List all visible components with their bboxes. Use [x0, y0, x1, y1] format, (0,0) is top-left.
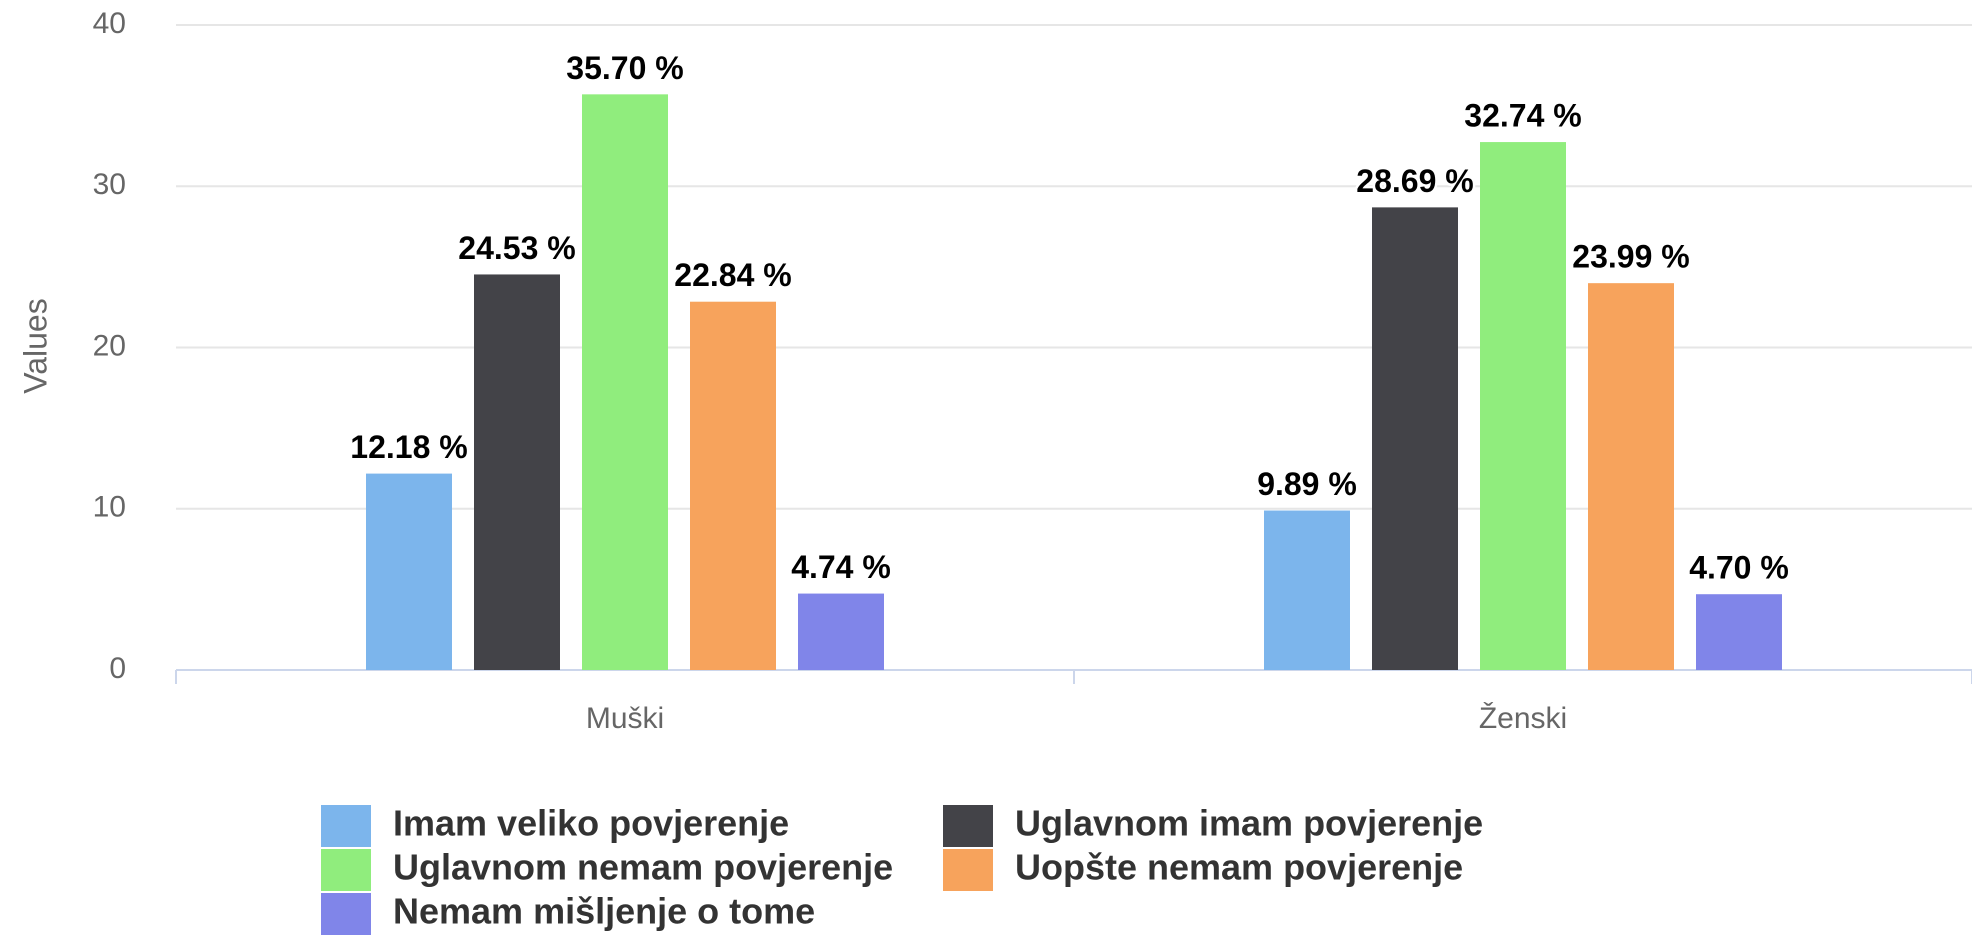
- value-label: 9.89 %: [1257, 466, 1357, 502]
- value-label: 4.74 %: [791, 549, 891, 585]
- value-label: 32.74 %: [1464, 98, 1581, 134]
- x-tick-label: Muški: [586, 702, 664, 735]
- value-label: 22.84 %: [674, 257, 791, 293]
- y-tick-label: 0: [109, 652, 126, 685]
- value-label: 12.18 %: [350, 429, 467, 465]
- bar: [1372, 207, 1458, 670]
- value-label: 24.53 %: [458, 230, 575, 266]
- legend-swatch: [321, 849, 371, 891]
- bar: [1588, 283, 1674, 670]
- bar: [474, 274, 560, 670]
- legend-swatch: [943, 849, 993, 891]
- y-tick-label: 30: [93, 168, 126, 201]
- value-label: 4.70 %: [1689, 550, 1789, 586]
- y-axis-title: Values: [17, 298, 53, 393]
- x-tick-label: Ženski: [1479, 702, 1567, 735]
- legend-label: Uopšte nemam povjerenje: [1015, 847, 1463, 888]
- value-label: 28.69 %: [1356, 163, 1473, 199]
- legend-swatch: [321, 893, 371, 935]
- bar: [1480, 142, 1566, 670]
- legend-label: Nemam mišljenje o tome: [393, 891, 815, 932]
- value-label: 23.99 %: [1572, 239, 1689, 275]
- legend-swatch: [943, 805, 993, 847]
- bar: [798, 593, 884, 670]
- bar: [582, 94, 668, 670]
- legend-label: Uglavnom imam povjerenje: [1015, 803, 1483, 844]
- y-tick-label: 40: [93, 7, 126, 40]
- y-tick-label: 10: [93, 491, 126, 524]
- bar: [690, 301, 776, 670]
- legend-label: Imam veliko povjerenje: [393, 803, 789, 844]
- bar: [1696, 594, 1782, 670]
- legend-swatch: [321, 805, 371, 847]
- bar: [366, 473, 452, 670]
- y-tick-label: 20: [93, 329, 126, 362]
- legend-label: Uglavnom nemam povjerenje: [393, 847, 893, 888]
- value-label: 35.70 %: [566, 50, 683, 86]
- bar: [1264, 510, 1350, 670]
